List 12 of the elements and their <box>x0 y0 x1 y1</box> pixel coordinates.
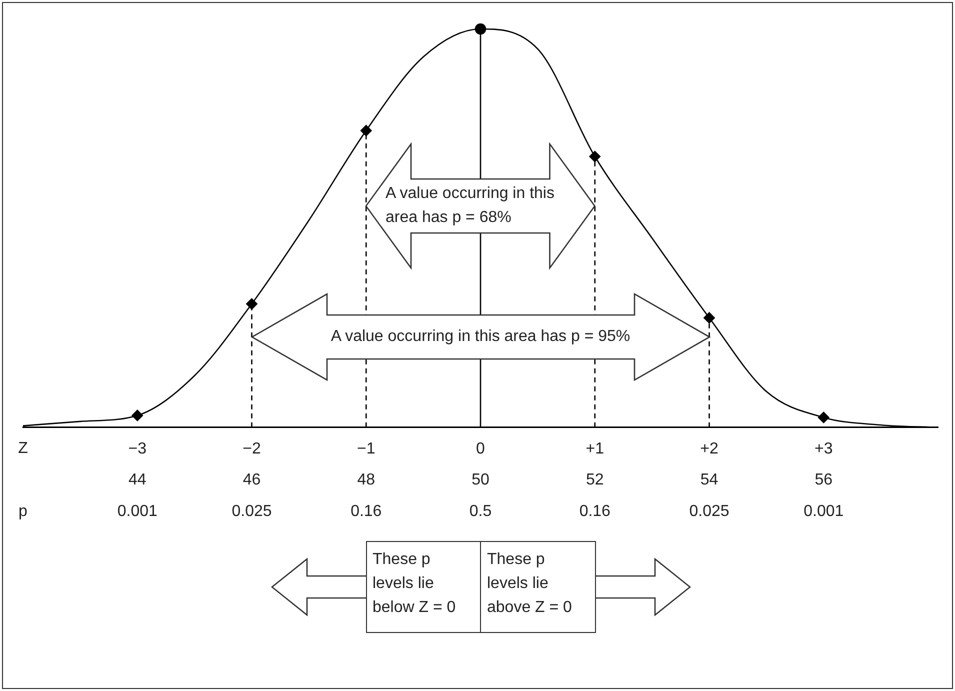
annotation: A value occurring in this area has p = 68% <box>386 184 556 228</box>
text: Z <box>17 439 29 460</box>
annotation: A value occurring in this area has p = 95% <box>330 326 632 347</box>
text: p <box>18 502 28 522</box>
text-box: These p levels lie below Z = 0 These p levels lie above Z = 0 <box>366 541 596 633</box>
x-tick-label: +3 56 0.001 <box>804 440 844 520</box>
x-tick-label: −2 46 0.025 <box>232 440 272 520</box>
x-tick-label: 0 50 0.5 <box>469 440 492 520</box>
x-tick-label: −1 48 0.16 <box>350 440 382 520</box>
x-tick-label: +1 52 0.16 <box>579 440 611 520</box>
x-tick-label: +2 54 0.025 <box>689 440 730 520</box>
x-tick-label: −3 44 0.001 <box>117 440 158 520</box>
